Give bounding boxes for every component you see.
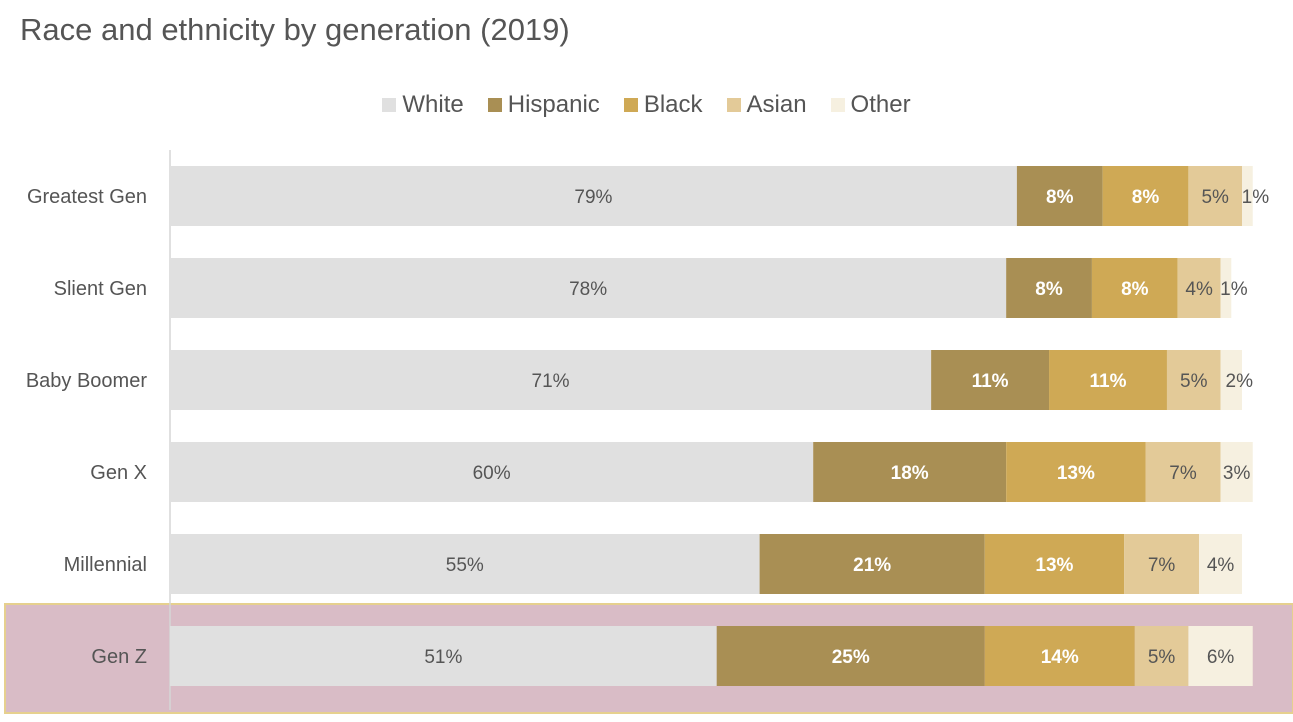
legend-label: Hispanic — [507, 91, 600, 118]
bar-segment-white — [170, 350, 932, 410]
legend-label: White — [402, 91, 464, 118]
data-label: 71% — [532, 371, 570, 392]
bar-segment-other — [1220, 350, 1242, 410]
bar-segment-asian — [1188, 166, 1242, 226]
bar-segment-other — [1220, 258, 1232, 318]
data-label: 1% — [1242, 187, 1270, 208]
category-label: Baby Boomer — [26, 370, 148, 392]
legend-label: Other — [850, 91, 911, 118]
data-label: 3% — [1223, 463, 1251, 484]
bar-segment-other — [1188, 626, 1253, 686]
bar-segment-asian — [1134, 626, 1189, 686]
legend-item-other: Other — [830, 91, 911, 119]
category-label: Millennial — [64, 554, 147, 576]
data-label: 4% — [1185, 279, 1213, 300]
data-label: 4% — [1207, 555, 1235, 576]
legend-swatch — [726, 98, 741, 112]
bar-segment-asian — [1177, 258, 1221, 318]
data-label: 25% — [832, 647, 870, 668]
bar-segment-white — [170, 442, 814, 502]
legend-item-black: Black — [623, 91, 703, 119]
data-label: 8% — [1121, 279, 1149, 300]
bar-segment-hispanic — [716, 626, 985, 686]
legend-label: Black — [643, 91, 703, 118]
data-label: 5% — [1201, 187, 1229, 208]
data-label: 55% — [446, 555, 484, 576]
data-label: 5% — [1148, 647, 1176, 668]
data-label: 51% — [424, 647, 462, 668]
bar-segment-hispanic — [1006, 258, 1092, 318]
legend-swatch — [830, 98, 845, 112]
category-label: Slient Gen — [54, 278, 147, 300]
bar-segment-black — [1049, 350, 1167, 410]
category-label: Gen X — [90, 462, 147, 484]
data-label: 5% — [1180, 371, 1208, 392]
bar-segment-hispanic — [759, 534, 985, 594]
bar-segment-hispanic — [1016, 166, 1103, 226]
data-label: 79% — [574, 187, 612, 208]
category-label: Greatest Gen — [27, 186, 147, 208]
legend-item-hispanic: Hispanic — [487, 91, 600, 119]
category-label: Gen Z — [91, 646, 147, 668]
bar-segment-asian — [1166, 350, 1221, 410]
data-label: 7% — [1169, 463, 1197, 484]
data-label: 18% — [891, 463, 929, 484]
data-label: 13% — [1035, 555, 1073, 576]
data-label: 13% — [1057, 463, 1095, 484]
bar-segment-asian — [1124, 534, 1200, 594]
legend-swatch — [382, 98, 397, 112]
data-label: 14% — [1041, 647, 1079, 668]
bar-segment-black — [1102, 166, 1189, 226]
bar-segment-white — [170, 534, 760, 594]
legend-item-asian: Asian — [726, 91, 807, 119]
bar-segment-hispanic — [813, 442, 1007, 502]
data-label: 8% — [1035, 279, 1063, 300]
data-label: 8% — [1132, 187, 1160, 208]
data-label: 6% — [1207, 647, 1235, 668]
chart-title: Race and ethnicity by generation (2019) — [20, 12, 570, 47]
legend-swatch — [487, 98, 502, 112]
data-label: 21% — [853, 555, 891, 576]
bar-segment-black — [984, 626, 1135, 686]
bar-segment-other — [1199, 534, 1242, 594]
bar-segment-asian — [1145, 442, 1221, 502]
data-label: 78% — [569, 279, 607, 300]
bar-segment-black — [1006, 442, 1146, 502]
bar-segment-black — [1091, 258, 1178, 318]
legend-swatch — [623, 98, 638, 112]
bar-segment-white — [170, 258, 1007, 318]
legend-item-white: White — [382, 91, 464, 119]
bar-segment-black — [984, 534, 1125, 594]
data-label: 11% — [972, 371, 1009, 392]
data-label: 60% — [473, 463, 511, 484]
bar-segment-other — [1242, 166, 1253, 226]
bar-segment-white — [170, 626, 717, 686]
bar-segment-other — [1220, 442, 1253, 502]
data-label: 1% — [1220, 279, 1248, 300]
data-label: 2% — [1226, 371, 1254, 392]
data-label: 7% — [1148, 555, 1176, 576]
bar-segment-white — [170, 166, 1017, 226]
legend: White Hispanic Black Asian Other — [0, 88, 1293, 122]
legend-label: Asian — [746, 91, 807, 118]
data-label: 8% — [1046, 187, 1074, 208]
bar-segment-hispanic — [931, 350, 1050, 410]
data-label: 11% — [1090, 371, 1127, 392]
